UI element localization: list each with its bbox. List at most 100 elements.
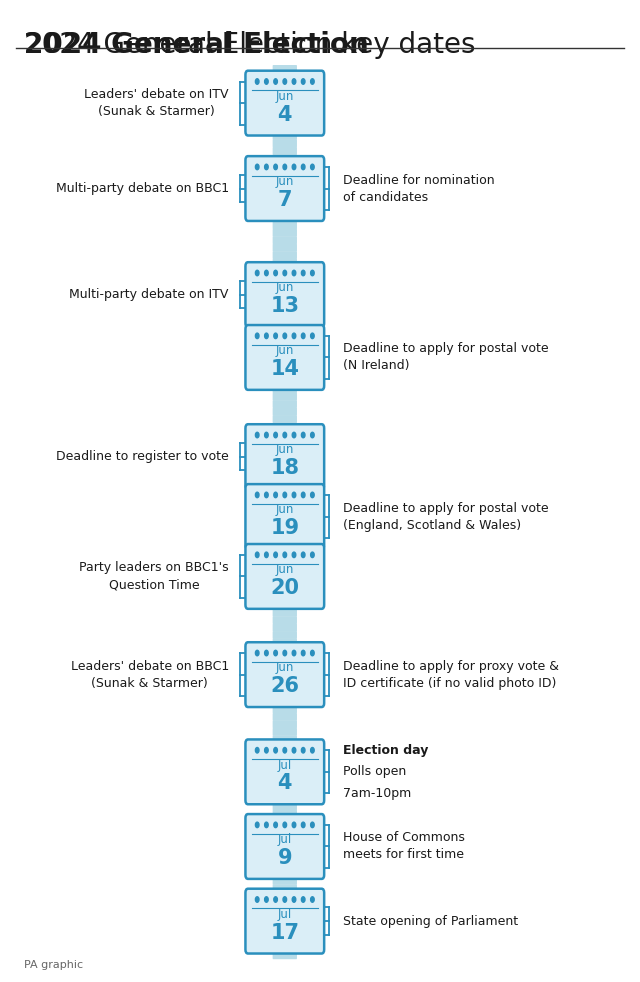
- Circle shape: [274, 79, 277, 84]
- FancyBboxPatch shape: [273, 586, 297, 594]
- FancyBboxPatch shape: [246, 262, 324, 327]
- FancyBboxPatch shape: [273, 512, 297, 519]
- FancyBboxPatch shape: [273, 169, 297, 177]
- FancyBboxPatch shape: [273, 385, 297, 393]
- FancyBboxPatch shape: [273, 736, 297, 743]
- Circle shape: [274, 650, 277, 656]
- FancyBboxPatch shape: [273, 296, 297, 303]
- FancyBboxPatch shape: [273, 408, 297, 415]
- Circle shape: [301, 492, 305, 498]
- Circle shape: [274, 333, 277, 339]
- Circle shape: [274, 164, 277, 170]
- Circle shape: [301, 747, 305, 753]
- Circle shape: [274, 432, 277, 438]
- FancyBboxPatch shape: [273, 370, 297, 378]
- Text: Election day: Election day: [344, 743, 429, 757]
- Text: 9: 9: [278, 847, 292, 868]
- FancyBboxPatch shape: [273, 445, 297, 453]
- FancyBboxPatch shape: [273, 505, 297, 513]
- Circle shape: [264, 747, 268, 753]
- FancyBboxPatch shape: [273, 281, 297, 289]
- FancyBboxPatch shape: [273, 393, 297, 401]
- Circle shape: [310, 333, 314, 339]
- FancyBboxPatch shape: [273, 564, 297, 572]
- Text: Jul: Jul: [278, 758, 292, 772]
- Circle shape: [274, 897, 277, 902]
- FancyBboxPatch shape: [273, 705, 297, 713]
- FancyBboxPatch shape: [273, 557, 297, 565]
- Circle shape: [301, 822, 305, 828]
- Circle shape: [310, 164, 314, 170]
- Circle shape: [301, 552, 305, 558]
- Circle shape: [283, 897, 287, 902]
- FancyBboxPatch shape: [273, 624, 297, 631]
- Circle shape: [264, 822, 268, 828]
- Circle shape: [301, 897, 305, 902]
- FancyBboxPatch shape: [273, 497, 297, 505]
- Circle shape: [255, 897, 259, 902]
- FancyBboxPatch shape: [273, 937, 297, 945]
- FancyBboxPatch shape: [246, 739, 324, 804]
- Text: Multi-party debate on ITV: Multi-party debate on ITV: [69, 288, 229, 301]
- FancyBboxPatch shape: [273, 102, 297, 110]
- Text: Jun: Jun: [276, 89, 294, 103]
- FancyBboxPatch shape: [273, 631, 297, 639]
- FancyBboxPatch shape: [273, 177, 297, 185]
- Text: Jul: Jul: [278, 907, 292, 921]
- Circle shape: [255, 164, 259, 170]
- FancyBboxPatch shape: [273, 579, 297, 587]
- FancyBboxPatch shape: [273, 526, 297, 534]
- Circle shape: [301, 432, 305, 438]
- Circle shape: [283, 270, 287, 276]
- FancyBboxPatch shape: [246, 156, 324, 221]
- FancyBboxPatch shape: [273, 676, 297, 683]
- Circle shape: [255, 747, 259, 753]
- FancyBboxPatch shape: [273, 862, 297, 870]
- FancyBboxPatch shape: [273, 795, 297, 803]
- FancyBboxPatch shape: [246, 484, 324, 549]
- FancyBboxPatch shape: [273, 721, 297, 729]
- FancyBboxPatch shape: [273, 244, 297, 251]
- FancyBboxPatch shape: [273, 944, 297, 952]
- FancyBboxPatch shape: [273, 430, 297, 438]
- Circle shape: [283, 79, 287, 84]
- FancyBboxPatch shape: [273, 728, 297, 736]
- FancyBboxPatch shape: [273, 274, 297, 282]
- Circle shape: [283, 492, 287, 498]
- Circle shape: [283, 333, 287, 339]
- Circle shape: [310, 552, 314, 558]
- Text: Deadline to apply for proxy vote &
ID certificate (if no valid photo ID): Deadline to apply for proxy vote & ID ce…: [344, 660, 559, 689]
- FancyBboxPatch shape: [273, 869, 297, 877]
- Circle shape: [283, 822, 287, 828]
- Circle shape: [255, 650, 259, 656]
- Circle shape: [292, 897, 296, 902]
- FancyBboxPatch shape: [273, 609, 297, 617]
- FancyBboxPatch shape: [273, 914, 297, 922]
- Text: 4: 4: [278, 104, 292, 125]
- FancyBboxPatch shape: [273, 303, 297, 311]
- Circle shape: [292, 552, 296, 558]
- Circle shape: [292, 432, 296, 438]
- Circle shape: [310, 270, 314, 276]
- Circle shape: [292, 79, 296, 84]
- FancyBboxPatch shape: [246, 889, 324, 954]
- FancyBboxPatch shape: [273, 742, 297, 750]
- Circle shape: [274, 747, 277, 753]
- FancyBboxPatch shape: [273, 467, 297, 475]
- Text: 18: 18: [270, 458, 300, 478]
- Circle shape: [274, 492, 277, 498]
- FancyBboxPatch shape: [273, 162, 297, 170]
- FancyBboxPatch shape: [273, 854, 297, 862]
- FancyBboxPatch shape: [273, 73, 297, 81]
- FancyBboxPatch shape: [273, 832, 297, 840]
- Circle shape: [264, 432, 268, 438]
- Text: 2024 General Election: 2024 General Election: [24, 31, 369, 60]
- FancyBboxPatch shape: [273, 132, 297, 139]
- FancyBboxPatch shape: [273, 773, 297, 781]
- FancyBboxPatch shape: [273, 653, 297, 661]
- FancyBboxPatch shape: [273, 906, 297, 914]
- Text: Deadline to register to vote: Deadline to register to vote: [56, 450, 229, 464]
- FancyBboxPatch shape: [246, 642, 324, 707]
- Circle shape: [274, 822, 277, 828]
- FancyBboxPatch shape: [273, 237, 297, 245]
